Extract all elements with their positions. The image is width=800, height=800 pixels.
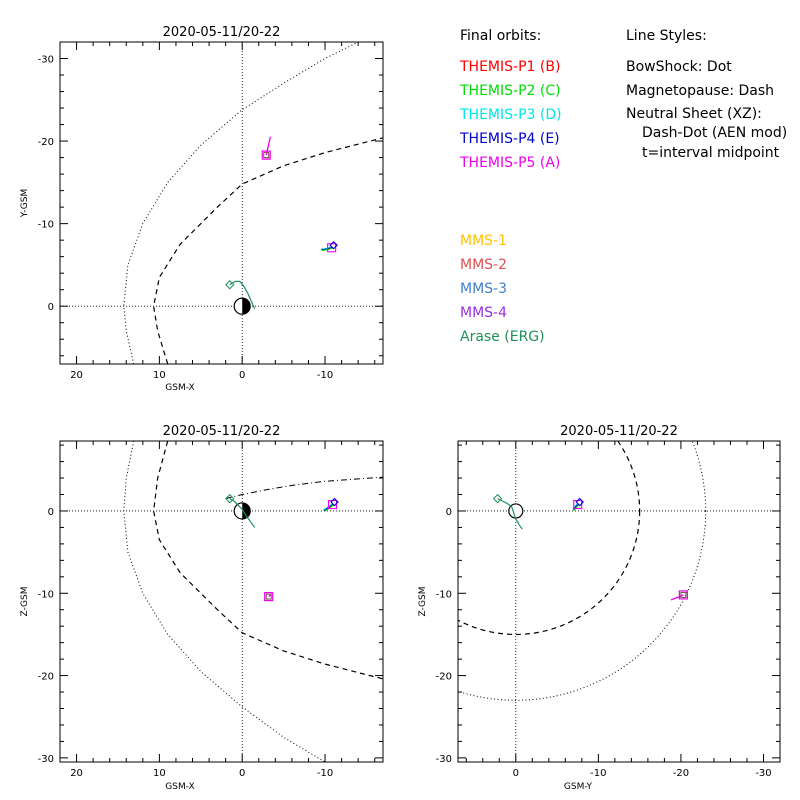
x-tick-label: 10: [153, 768, 166, 779]
arase-orbit-line: [229, 498, 256, 528]
y-tick-label: -10: [436, 589, 452, 600]
bow-shock-line: [123, 42, 360, 364]
arase-position-diamond: [492, 493, 503, 504]
legend-style-item: t=interval midpoint: [642, 145, 780, 161]
y-axis-label: Z-GSM: [418, 586, 428, 616]
x-tick-label: -20: [673, 768, 689, 779]
legend-orbit-item: THEMIS-P4 (E): [459, 131, 560, 147]
x-axis-label: GSM-X: [165, 782, 194, 792]
themis-group-orbit: [573, 504, 580, 511]
themis-group-orbit: [320, 246, 332, 250]
x-tick-label: 0: [513, 768, 519, 779]
legend-mission-item: MMS-4: [460, 305, 507, 321]
y-tick-label: -20: [436, 672, 452, 683]
themis-p5-marker: [261, 150, 271, 160]
arase-position-diamond: [225, 493, 235, 504]
magnetopause-line: [152, 137, 383, 364]
x-tick-label: 20: [70, 370, 83, 381]
themis-p5-marker-inner: [680, 591, 687, 598]
plot-title: 2020-05-11/20-22: [163, 424, 281, 439]
y-tick-label: 0: [446, 507, 452, 518]
x-tick-label: 0: [239, 768, 245, 779]
bow-shock-line: [458, 441, 707, 701]
legend-style-item: Neutral Sheet (XZ):: [626, 106, 762, 122]
plot-area: [60, 42, 383, 364]
arase-orbit-line: [229, 280, 256, 309]
plot-frame: [457, 440, 781, 763]
legend-orbit-item: THEMIS-P3 (D): [459, 107, 562, 123]
themis-p5-orbit: [670, 594, 684, 601]
x-tick-label: -30: [755, 768, 771, 779]
x-tick-label: -10: [317, 768, 333, 779]
y-axis-label: Z-GSM: [20, 586, 30, 616]
themis-group-orbit: [324, 504, 335, 512]
magnetopause-line: [458, 441, 641, 635]
y-tick-label: -30: [38, 754, 54, 765]
themis-p5-marker: [264, 591, 274, 602]
legend-mission-item: MMS-3: [460, 281, 507, 297]
plot-area: [60, 441, 383, 762]
legend: Final orbits: THEMIS-P1 (B) THEMIS-P2 (C) T…: [459, 28, 787, 345]
themis-p5-orbit: [268, 594, 271, 598]
neutral-sheet-line: [225, 476, 383, 500]
plot-frame: [59, 41, 384, 365]
themis-group-diamond-marker: [575, 497, 584, 507]
y-tick-label: -30: [436, 754, 452, 765]
y-tick-label: -10: [38, 220, 54, 231]
plot-area: [458, 441, 780, 762]
x-tick-label: 0: [239, 370, 245, 381]
legend-mission-item: Arase (ERG): [460, 329, 545, 345]
themis-group-diamond-marker: [329, 240, 338, 250]
plot-frame: [59, 440, 384, 763]
legend-style-item: Dash-Dot (AEN mod): [642, 125, 787, 141]
y-tick-label: -30: [38, 55, 54, 66]
plot-title: 2020-05-11/20-22: [163, 25, 281, 40]
x-tick-label: -10: [317, 370, 333, 381]
bow-shock-line: [123, 441, 326, 762]
earth-night-side: [242, 502, 251, 519]
x-tick-label: 20: [70, 768, 83, 779]
legend-mission-item: MMS-2: [460, 257, 507, 273]
legend-orbit-item: THEMIS-P2 (C): [459, 83, 561, 99]
y-tick-label: 0: [48, 507, 54, 518]
themis-p5-marker: [678, 590, 689, 600]
legend-style-item: Magnetopause: Dash: [626, 83, 774, 99]
magnetopause-line: [152, 441, 383, 680]
panel-yz: 2020-05-11/20-22 0 -10 -20 -30 0 -10 -20 -30 GSM-…: [418, 424, 781, 792]
y-tick-label: 0: [48, 302, 54, 313]
themis-p5-marker-inner: [263, 152, 270, 159]
x-axis-label: GSM-Y: [564, 782, 593, 792]
plot-title: 2020-05-11/20-22: [560, 424, 678, 439]
y-tick-label: -20: [38, 672, 54, 683]
x-axis-label: GSM-X: [165, 383, 194, 393]
panel-xy: 2020-05-11/20-22 20 10 0 -10 0 -10 -20 -30 GSM-X Y…: [20, 25, 384, 393]
arase-position-diamond: [225, 280, 235, 290]
themis-p5-marker-inner: [265, 593, 272, 600]
legend-orbit-item: THEMIS-P1 (B): [459, 59, 560, 75]
legend-styles-header: Line Styles:: [626, 28, 707, 44]
y-tick-label: -10: [38, 589, 54, 600]
legend-orbits-header: Final orbits:: [460, 28, 541, 44]
legend-mission-item: MMS-1: [460, 233, 507, 249]
legend-style-item: BowShock: Dot: [626, 59, 732, 75]
themis-group-diamond-marker: [330, 497, 339, 507]
x-tick-label: -10: [590, 768, 606, 779]
legend-orbit-item: THEMIS-P5 (A): [459, 155, 560, 171]
arase-orbit-line: [497, 498, 523, 530]
earth-night-side: [242, 298, 251, 315]
panel-xz: 2020-05-11/20-22 20 10 0 -10 0 -10 -20 -30 GSM-X Z…: [20, 424, 384, 792]
y-tick-label: -20: [38, 137, 54, 148]
y-axis-label: Y-GSM: [20, 189, 30, 218]
x-tick-label: 10: [153, 370, 166, 381]
